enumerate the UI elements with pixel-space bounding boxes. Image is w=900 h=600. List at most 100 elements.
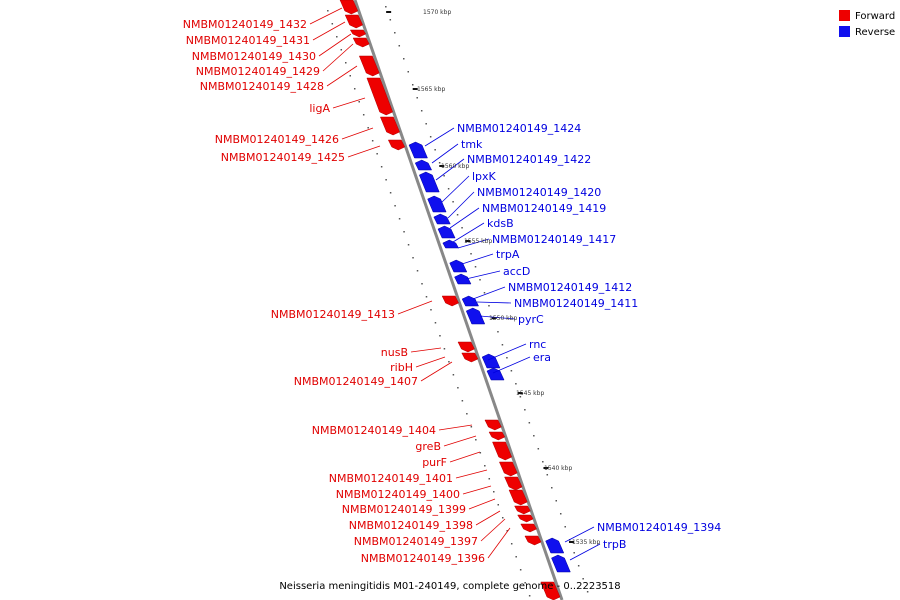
gene-label[interactable]: NMBM01240149_1432 (183, 18, 307, 31)
gene-label[interactable]: NMBM01240149_1424 (457, 122, 581, 135)
gene-label[interactable]: ligA (309, 102, 330, 115)
gene-label[interactable]: era (533, 351, 551, 364)
gene-label[interactable]: purF (422, 456, 447, 469)
reverse-feature[interactable] (442, 239, 459, 249)
reverse-feature[interactable] (437, 225, 456, 239)
forward-feature[interactable] (508, 489, 528, 506)
gene-label[interactable]: NMBM01240149_1413 (271, 308, 395, 321)
tick-dot (470, 253, 472, 255)
forward-feature[interactable] (484, 419, 502, 431)
gene-label[interactable]: nusB (381, 346, 408, 359)
gene-label[interactable]: NMBM01240149_1412 (508, 281, 632, 294)
gene-label[interactable]: NMBM01240149_1420 (477, 186, 601, 199)
tick-dot (398, 45, 401, 47)
reverse-feature[interactable] (461, 295, 479, 307)
forward-feature[interactable] (540, 581, 561, 600)
reverse-feature[interactable] (486, 367, 505, 381)
reverse-feature[interactable] (481, 353, 501, 369)
tick-dot (331, 23, 334, 25)
forward-feature[interactable] (517, 514, 534, 523)
gene-label[interactable]: ribH (390, 361, 413, 374)
tick-label: 1570 kbp (423, 9, 451, 16)
reverse-feature[interactable] (545, 537, 565, 554)
reverse-feature[interactable] (408, 141, 428, 159)
leader-line (397, 300, 433, 315)
gene-label[interactable]: greB (415, 440, 441, 453)
forward-feature[interactable] (524, 535, 542, 546)
tick-dot (385, 179, 387, 181)
forward-feature[interactable] (379, 116, 400, 136)
gene-label[interactable]: lpxK (472, 170, 497, 183)
tick-dot (353, 88, 356, 90)
tick-dot (466, 413, 468, 415)
gene-label[interactable]: NMBM01240149_1398 (349, 519, 473, 532)
forward-feature[interactable] (520, 523, 537, 533)
forward-feature[interactable] (387, 139, 406, 151)
forward-feature[interactable] (358, 55, 380, 77)
forward-feature[interactable] (488, 431, 506, 441)
tick-dot (510, 543, 513, 545)
forward-feature[interactable] (461, 352, 479, 363)
tick-dot (551, 487, 553, 489)
reverse-feature[interactable] (454, 273, 472, 285)
tick-dot (411, 84, 414, 86)
tick-dot (403, 58, 405, 60)
forward-feature[interactable] (352, 37, 370, 48)
gene-label[interactable]: NMBM01240149_1394 (597, 521, 721, 534)
gene-label[interactable]: NMBM01240149_1411 (514, 297, 638, 310)
gene-label[interactable]: NMBM01240149_1407 (294, 375, 418, 388)
gene-label[interactable]: NMBM01240149_1431 (186, 34, 310, 47)
gene-label[interactable]: NMBM01240149_1426 (215, 133, 339, 146)
forward-feature[interactable] (514, 505, 531, 515)
forward-feature[interactable] (499, 461, 518, 477)
gene-label[interactable]: NMBM01240149_1429 (196, 65, 320, 78)
gene-label[interactable]: NMBM01240149_1401 (329, 472, 453, 485)
gene-label[interactable]: kdsB (487, 217, 514, 230)
tick-dot (438, 162, 441, 164)
gene-label[interactable]: pyrC (518, 313, 544, 326)
reverse-feature[interactable] (414, 159, 433, 171)
gene-label[interactable]: NMBM01240149_1430 (192, 50, 316, 63)
gene-label[interactable]: NMBM01240149_1399 (342, 503, 466, 516)
forward-feature[interactable] (504, 476, 523, 491)
forward-feature[interactable] (349, 29, 367, 38)
tick-dot (429, 136, 432, 138)
legend-label-forward: Forward (855, 11, 895, 22)
gene-label[interactable]: NMBM01240149_1419 (482, 202, 606, 215)
reverse-feature[interactable] (427, 195, 447, 213)
tick-dot (474, 266, 477, 268)
leader-line (309, 7, 343, 25)
leader-line (462, 485, 492, 495)
forward-feature[interactable] (441, 295, 459, 307)
forward-feature[interactable] (339, 0, 359, 15)
leader-line (457, 238, 490, 249)
reverse-feature[interactable] (433, 213, 451, 225)
gene-label[interactable]: trpB (603, 538, 626, 551)
forward-feature[interactable] (492, 441, 513, 461)
gene-label[interactable]: trpA (496, 248, 520, 261)
tick-dot (577, 565, 580, 567)
gene-label[interactable]: tmk (461, 138, 483, 151)
gene-label[interactable]: accD (503, 265, 530, 278)
forward-feature[interactable] (366, 77, 393, 116)
tick-dot (524, 582, 526, 584)
leader-line (447, 191, 475, 219)
gene-label[interactable]: NMBM01240149_1422 (467, 153, 591, 166)
tick-dot (412, 257, 414, 259)
gene-label[interactable]: NMBM01240149_1396 (361, 552, 485, 565)
reverse-feature[interactable] (449, 259, 468, 273)
reverse-feature[interactable] (551, 554, 571, 573)
gene-label[interactable]: NMBM01240149_1404 (312, 424, 436, 437)
reverse-feature[interactable] (419, 171, 440, 193)
forward-feature[interactable] (457, 341, 475, 353)
reverse-feature[interactable] (465, 307, 486, 325)
leader-line (312, 21, 346, 41)
major-tick (386, 11, 392, 13)
gene-label[interactable]: NMBM01240149_1417 (492, 233, 616, 246)
gene-label[interactable]: NMBM01240149_1397 (354, 535, 478, 548)
gene-label[interactable]: NMBM01240149_1425 (221, 151, 345, 164)
gene-label[interactable]: NMBM01240149_1428 (200, 80, 324, 93)
forward-feature[interactable] (344, 14, 363, 29)
gene-label[interactable]: NMBM01240149_1400 (336, 488, 460, 501)
gene-label[interactable]: rnc (529, 338, 546, 351)
